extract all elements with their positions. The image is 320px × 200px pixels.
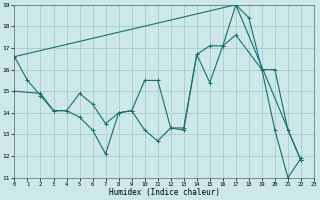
X-axis label: Humidex (Indice chaleur): Humidex (Indice chaleur) <box>109 188 220 197</box>
